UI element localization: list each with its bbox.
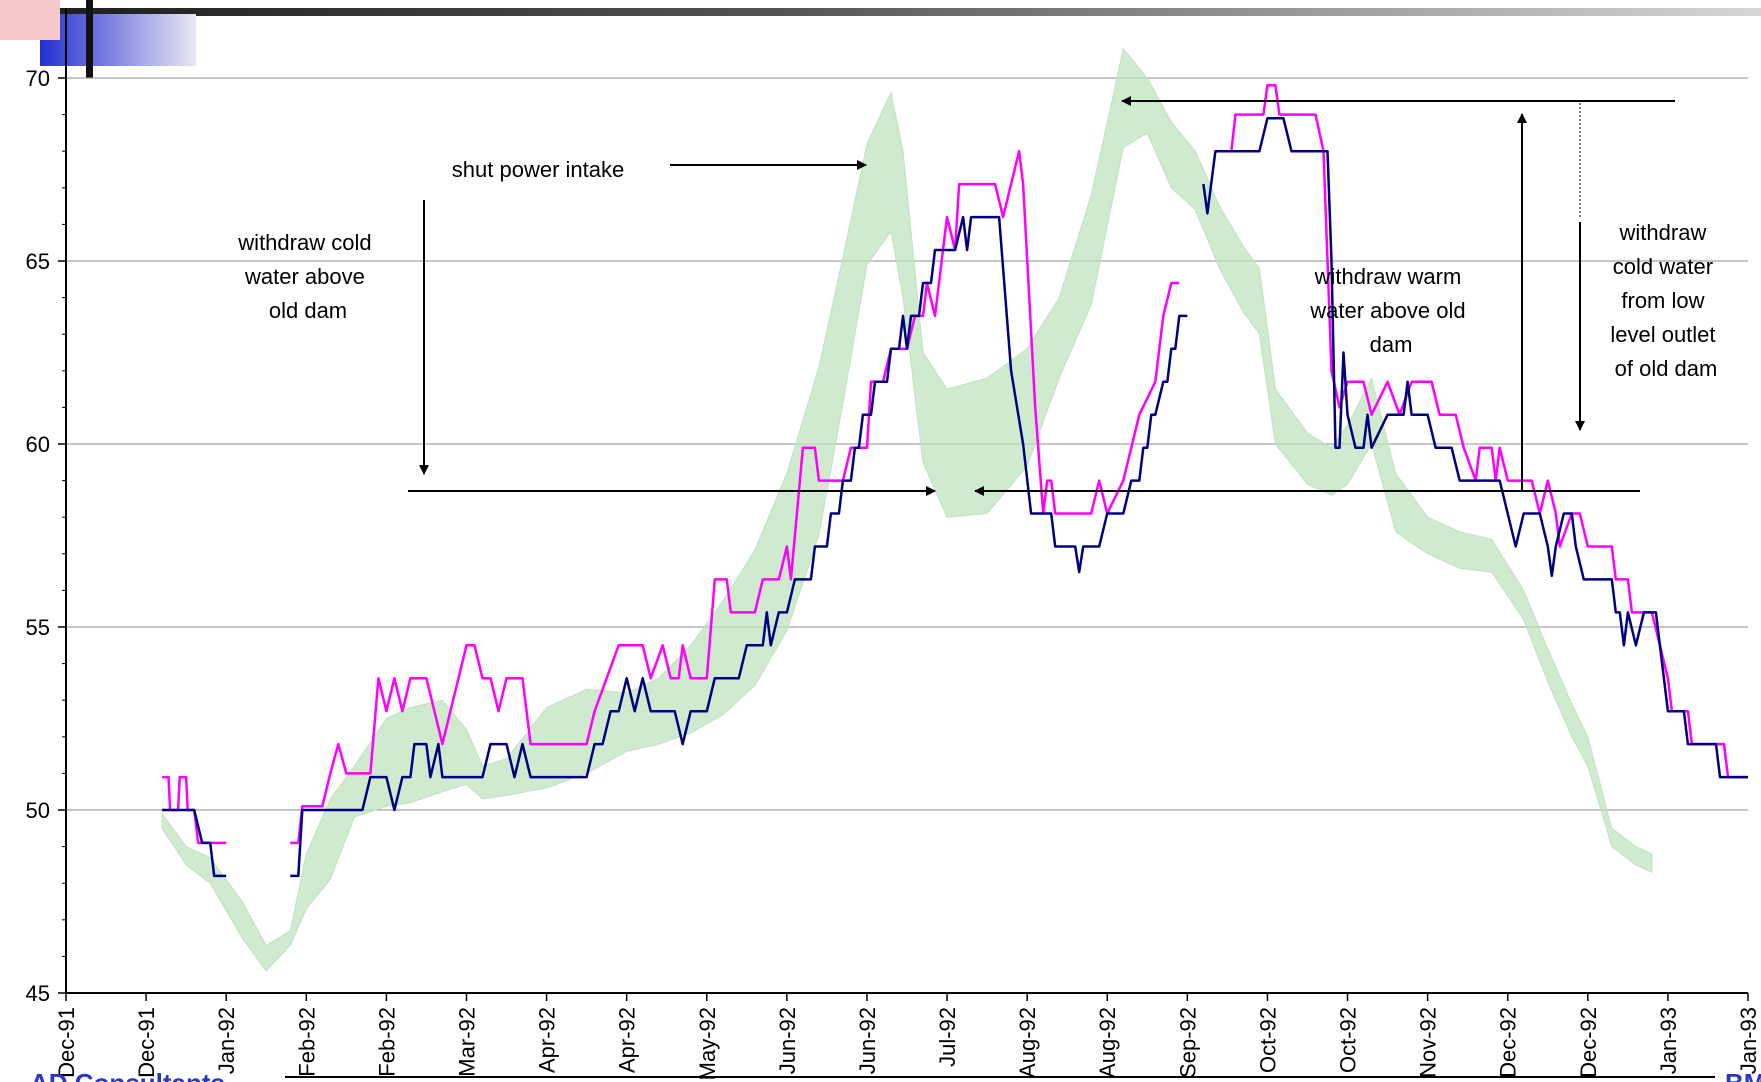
- annotation-line: old dam: [269, 298, 347, 323]
- x-tick-label: May-92: [695, 1007, 720, 1080]
- annotation-line: dam: [1370, 332, 1413, 357]
- annotation-line: withdraw: [1619, 220, 1707, 245]
- x-tick-label: Feb-92: [374, 1007, 399, 1077]
- series-line-magenta: [290, 149, 1180, 845]
- x-tick-label: Jun-92: [775, 1007, 800, 1074]
- x-tick-label: Aug-92: [1015, 1007, 1040, 1078]
- x-tick-label: Jul-92: [935, 1007, 960, 1067]
- series-lines: [162, 84, 1748, 878]
- x-tick-label: Dec-92: [1576, 1007, 1601, 1078]
- y-tick-label: 60: [26, 432, 50, 457]
- footer-right-text: BM: [1725, 1068, 1761, 1082]
- series-line-navy: [1202, 117, 1748, 779]
- y-tick-label: 70: [26, 66, 50, 91]
- annotation-withdraw-warm-above-old-dam: withdraw warm water above old dam: [1309, 264, 1471, 357]
- annotation-withdraw-cold-low-level: withdraw cold water from low level outle…: [1610, 220, 1721, 381]
- x-tick-label: Aug-92: [1095, 1007, 1120, 1078]
- y-tick-label: 50: [26, 798, 50, 823]
- annotation-line: shut power intake: [452, 157, 624, 182]
- x-tick-label: Dec-91: [54, 1007, 79, 1078]
- x-tick-label: Oct-92: [1255, 1007, 1280, 1073]
- series-line-magenta: [162, 775, 227, 845]
- x-axis-tick-labels: Dec-91 Dec-91 Jan-92 Feb-92 Feb-92 Mar-92 Apr-…: [54, 1007, 1761, 1080]
- x-tick-label: Nov-92: [1416, 1007, 1441, 1078]
- y-tick-label: 65: [26, 249, 50, 274]
- x-tick-label: Dec-92: [1496, 1007, 1521, 1078]
- x-tick-label: Apr-92: [535, 1007, 560, 1073]
- x-tick-label: Feb-92: [294, 1007, 319, 1077]
- x-tick-label: Jan-93: [1736, 1007, 1761, 1074]
- series-line-navy: [290, 215, 1188, 878]
- y-tick-label: 55: [26, 615, 50, 640]
- footer-left-text: AD Consultants: [30, 1068, 225, 1082]
- annotation-line: water above: [244, 264, 365, 289]
- x-tick-label: Sep-92: [1175, 1007, 1200, 1078]
- series-line-navy: [162, 808, 227, 878]
- x-tick-label: Dec-91: [134, 1007, 159, 1078]
- gridlines: [66, 77, 1748, 811]
- annotation-withdraw-cold-above-old-dam: withdraw cold water above old dam: [237, 230, 377, 323]
- annotation-line: level outlet: [1610, 322, 1715, 347]
- x-tick-label: Jun-92: [855, 1007, 880, 1074]
- annotation-line: water above old: [1309, 298, 1465, 323]
- x-tick-label: Mar-92: [454, 1007, 479, 1077]
- annotation-line: cold water: [1613, 254, 1713, 279]
- axes: [58, 8, 1749, 1001]
- annotations: shut power intake withdraw cold water ab…: [237, 157, 1721, 381]
- annotation-arrows: [408, 96, 1675, 496]
- annotation-line: withdraw cold: [237, 230, 371, 255]
- annotation-shut-power-intake: shut power intake: [452, 157, 624, 182]
- slide-header-decoration: [0, 0, 1761, 78]
- annotation-line: withdraw warm: [1314, 264, 1462, 289]
- annotation-line: of old dam: [1615, 356, 1718, 381]
- x-tick-label: Apr-92: [615, 1007, 640, 1073]
- slide-footer: AD Consultants BM: [30, 1068, 1761, 1082]
- series-line-magenta: [1219, 84, 1748, 779]
- y-axis-tick-labels: 45 50 55 60 65 70: [26, 66, 50, 1006]
- x-tick-label: Jan-92: [214, 1007, 239, 1074]
- x-tick-label: Oct-92: [1336, 1007, 1361, 1073]
- band-area: [161, 47, 1653, 972]
- y-tick-label: 45: [26, 981, 50, 1006]
- annotation-line: from low: [1621, 288, 1704, 313]
- temperature-range-band: [161, 47, 1653, 972]
- x-tick-label: Jan-93: [1656, 1007, 1681, 1074]
